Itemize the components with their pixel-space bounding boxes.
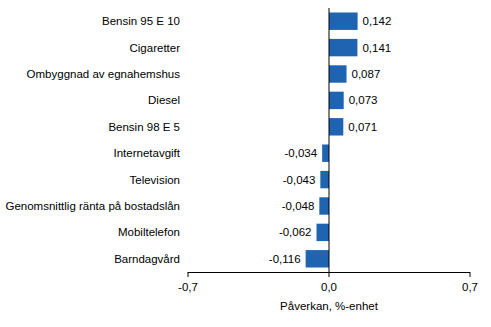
data-label: -0,048 bbox=[282, 200, 315, 212]
bar bbox=[329, 118, 343, 135]
tick bbox=[329, 272, 330, 277]
data-label: 0,142 bbox=[363, 15, 392, 27]
category-label: Television bbox=[130, 174, 181, 186]
category-label: Cigaretter bbox=[130, 42, 181, 54]
category-label: Genomsnittlig ränta på bostadslån bbox=[5, 200, 180, 212]
tick-label: -0,7 bbox=[178, 281, 198, 293]
data-label: 0,141 bbox=[362, 42, 391, 54]
bar bbox=[306, 250, 329, 267]
bar bbox=[329, 92, 344, 109]
bar bbox=[320, 171, 329, 188]
data-label: -0,034 bbox=[285, 147, 318, 159]
tick bbox=[470, 272, 471, 277]
bars bbox=[306, 12, 358, 267]
data-label: 0,071 bbox=[348, 121, 377, 133]
data-label: -0,043 bbox=[283, 174, 316, 186]
category-label: Bensin 98 E 5 bbox=[108, 121, 180, 133]
bar bbox=[329, 65, 347, 82]
data-label: 0,087 bbox=[352, 68, 381, 80]
category-label: Mobiltelefon bbox=[118, 226, 180, 238]
data-label: -0,062 bbox=[279, 226, 312, 238]
baseline bbox=[329, 8, 330, 272]
bar bbox=[329, 12, 358, 29]
data-label: -0,116 bbox=[269, 253, 301, 265]
category-label: Bensin 95 E 10 bbox=[102, 15, 180, 27]
category-label: Barndagvård bbox=[114, 253, 180, 265]
tick-label: 0,0 bbox=[321, 281, 337, 293]
chart: Bensin 95 E 10 0,142 Cigaretter 0,141 Ombygg… bbox=[0, 0, 491, 327]
category-label: Internetavgift bbox=[114, 147, 181, 159]
data-label: 0,073 bbox=[349, 94, 378, 106]
axis-label: Påverkan, %-enhet bbox=[280, 300, 379, 312]
bar bbox=[317, 224, 329, 241]
category-label: Ombyggnad av egnahemshus bbox=[27, 68, 181, 80]
tick-label: 0,7 bbox=[462, 281, 478, 293]
category-label: Diesel bbox=[148, 94, 180, 106]
tick bbox=[188, 272, 189, 277]
bar bbox=[322, 144, 329, 161]
bar bbox=[329, 39, 357, 56]
bar bbox=[319, 197, 329, 214]
